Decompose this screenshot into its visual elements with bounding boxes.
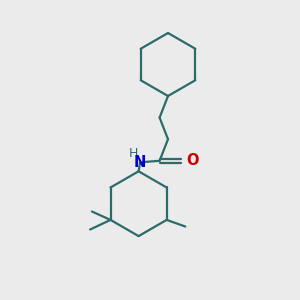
Text: H: H: [129, 147, 138, 161]
Text: N: N: [134, 155, 146, 170]
Text: O: O: [187, 153, 199, 168]
